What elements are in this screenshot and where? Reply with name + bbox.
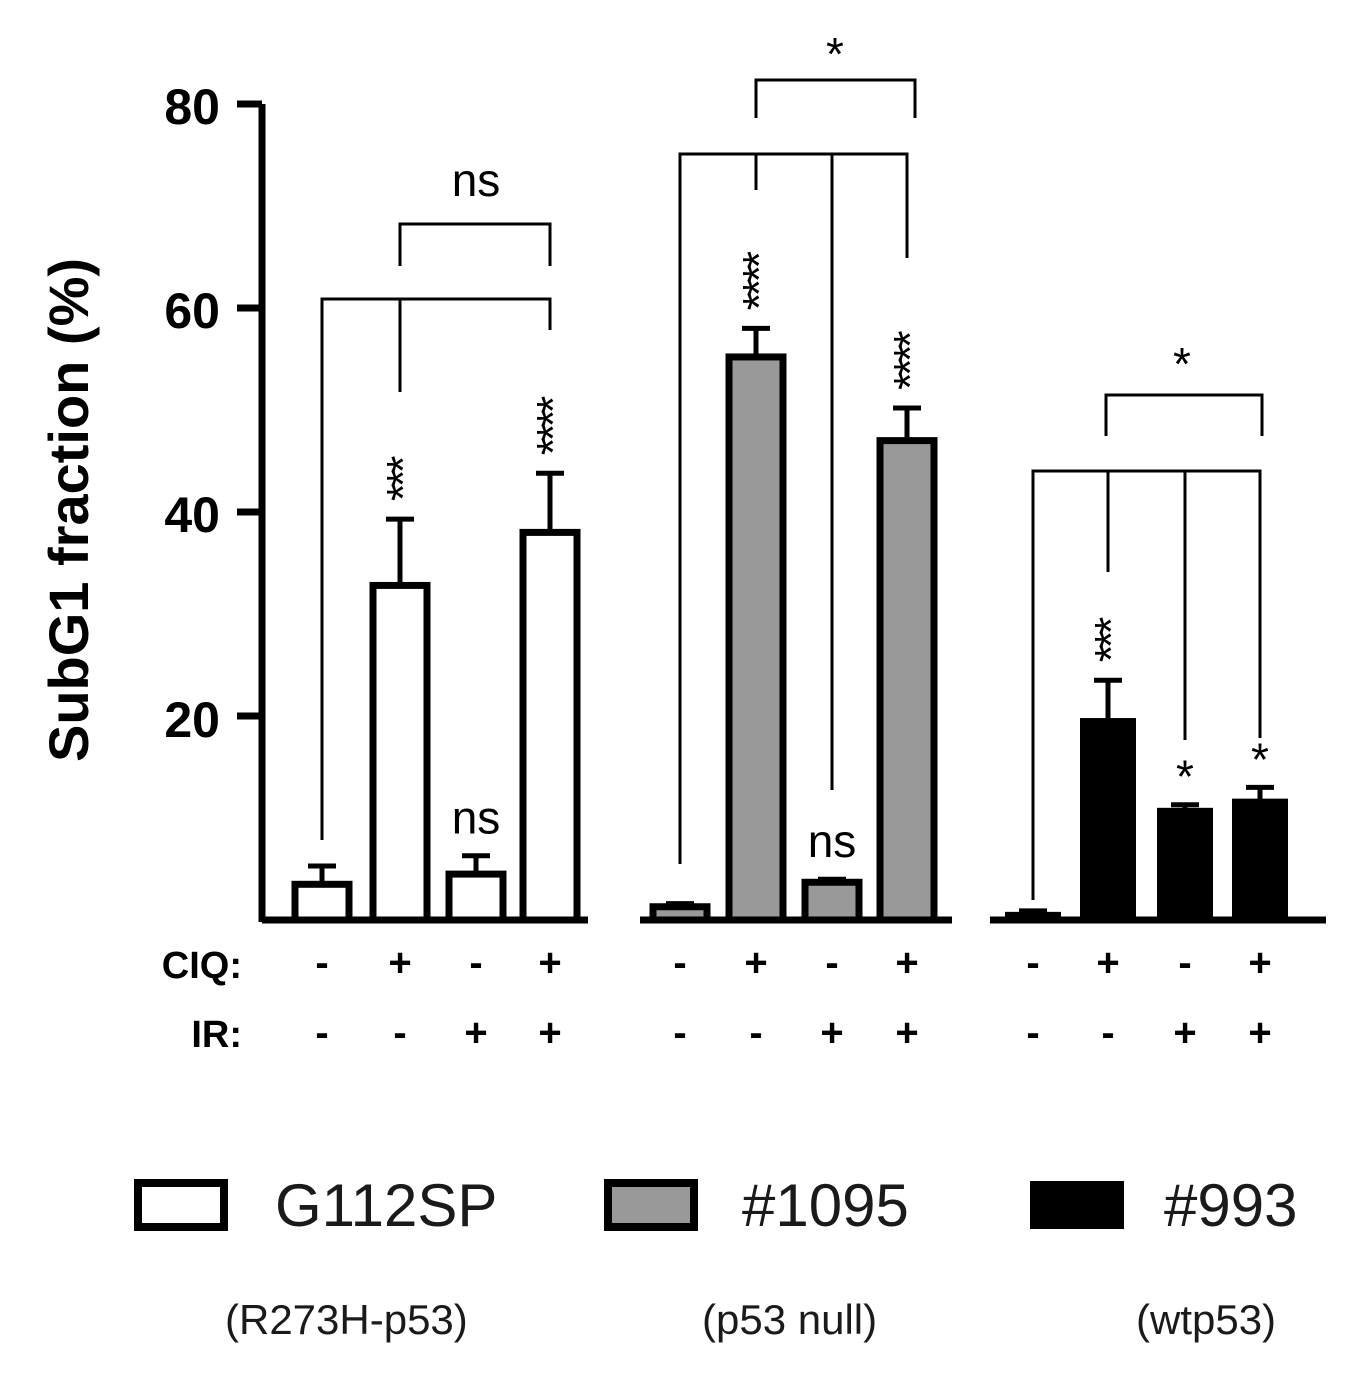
y-tick-label-80: 80 bbox=[164, 79, 220, 135]
genotype-label-993: (wtp53) bbox=[1136, 1296, 1276, 1343]
bar-n1095-1 bbox=[649, 903, 711, 924]
legend-swatch-g112sp bbox=[134, 1179, 228, 1231]
ir-sign: + bbox=[464, 1011, 487, 1055]
ir-sign: - bbox=[673, 1011, 686, 1055]
ciq-sign: - bbox=[673, 941, 686, 985]
bracket-label-g112sp: ns bbox=[452, 154, 501, 206]
bar-G112SP-4 bbox=[519, 528, 581, 924]
y-tick-label-20: 20 bbox=[164, 692, 220, 748]
significance-label: ns bbox=[808, 815, 857, 867]
ciq-sign: + bbox=[1248, 941, 1271, 985]
ciq-row-label: CIQ: bbox=[162, 945, 242, 987]
bracket-g112sp-control bbox=[320, 297, 552, 840]
bar-n993-2 bbox=[1080, 718, 1136, 921]
ir-sign: + bbox=[1173, 1011, 1196, 1055]
ir-sign: - bbox=[315, 1011, 328, 1055]
genotype-label-g112sp: (R273H-p53) bbox=[225, 1296, 468, 1343]
ciq-sign: - bbox=[315, 941, 328, 985]
significance-label: * bbox=[1176, 751, 1194, 803]
ciq-sign: - bbox=[1178, 941, 1191, 985]
ir-row-label: IR: bbox=[191, 1014, 242, 1056]
bar-n993-4 bbox=[1232, 798, 1288, 922]
y-axis-title: SubG1 fraction (%) bbox=[37, 258, 100, 762]
significance-label: ns bbox=[452, 792, 501, 844]
bracket-1095-star bbox=[754, 78, 917, 118]
significance-label: **** bbox=[884, 330, 936, 390]
legend-swatch-993 bbox=[1030, 1181, 1124, 1229]
ir-sign: - bbox=[393, 1011, 406, 1055]
legend-label-993: #993 bbox=[1164, 1172, 1297, 1239]
legend-label-1095: #1095 bbox=[742, 1172, 909, 1239]
ir-sign: - bbox=[1101, 1011, 1114, 1055]
y-tick-label-40: 40 bbox=[164, 487, 220, 543]
bar-n993-1 bbox=[1005, 911, 1061, 921]
ir-sign: + bbox=[895, 1011, 918, 1055]
y-tick-label-60: 60 bbox=[164, 283, 220, 339]
ciq-sign: - bbox=[1026, 941, 1039, 985]
significance-label: * bbox=[1251, 733, 1269, 785]
ciq-sign: + bbox=[538, 941, 561, 985]
legend-label-g112sp: G112SP bbox=[275, 1172, 497, 1239]
chart-marks: --+-***-+ns++****--+-****-+ns++****--+-*… bbox=[237, 28, 1326, 1055]
bar-n1095-2 bbox=[725, 353, 787, 924]
ir-sign: - bbox=[1026, 1011, 1039, 1055]
bracket-label-993: * bbox=[1173, 338, 1191, 390]
bar-n993-3 bbox=[1157, 807, 1213, 922]
ciq-sign: + bbox=[388, 941, 411, 985]
ciq-sign: + bbox=[744, 941, 767, 985]
bracket-993-star bbox=[1104, 393, 1264, 436]
ir-sign: - bbox=[749, 1011, 762, 1055]
bar-G112SP-1 bbox=[291, 880, 353, 924]
ciq-sign: + bbox=[1096, 941, 1119, 985]
ir-sign: + bbox=[1248, 1011, 1271, 1055]
bar-G112SP-2 bbox=[369, 581, 431, 924]
bar-n1095-3 bbox=[801, 878, 863, 924]
genotype-label-1095: (p53 null) bbox=[702, 1296, 877, 1343]
ir-sign: + bbox=[538, 1011, 561, 1055]
bracket-label-1095: * bbox=[826, 28, 844, 80]
significance-label: *** bbox=[1085, 616, 1137, 662]
bar-G112SP-3 bbox=[445, 870, 507, 924]
bar-n1095-4 bbox=[876, 437, 938, 924]
bracket-g112sp-ns bbox=[398, 222, 552, 266]
significance-label: **** bbox=[733, 251, 785, 311]
ir-sign: + bbox=[820, 1011, 843, 1055]
legend-swatch-1095 bbox=[604, 1179, 698, 1231]
bracket-1095-control bbox=[678, 152, 909, 864]
bracket-993-control bbox=[1031, 469, 1262, 900]
ciq-sign: - bbox=[825, 941, 838, 985]
significance-label: **** bbox=[527, 396, 579, 456]
significance-label: *** bbox=[377, 455, 429, 501]
ciq-sign: - bbox=[469, 941, 482, 985]
ciq-sign: + bbox=[895, 941, 918, 985]
